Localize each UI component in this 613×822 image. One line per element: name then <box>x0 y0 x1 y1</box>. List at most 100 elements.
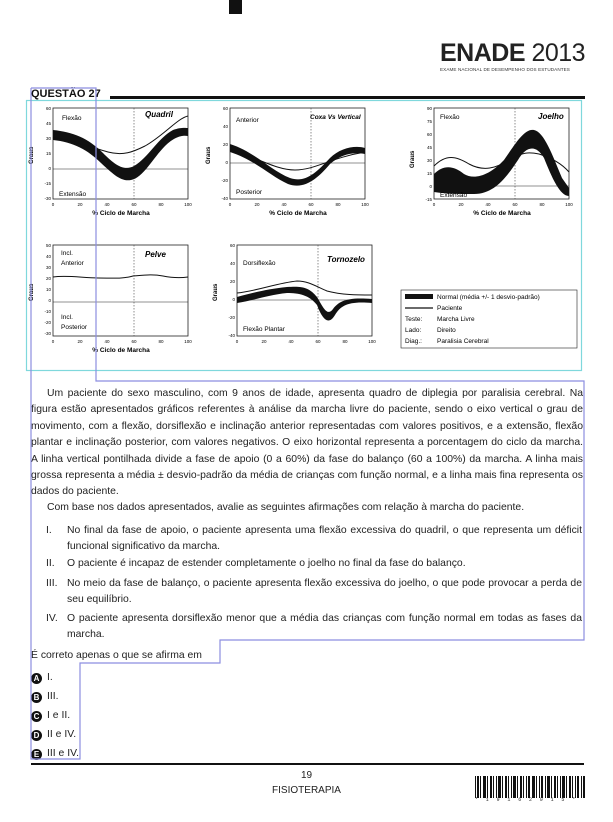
option-d[interactable]: D II e IV. <box>31 727 76 743</box>
svg-text:60: 60 <box>131 202 137 207</box>
page-number: 19 <box>300 770 313 781</box>
svg-text:80: 80 <box>335 202 341 207</box>
svg-text:100: 100 <box>184 339 192 344</box>
svg-text:0: 0 <box>232 297 235 302</box>
svg-text:% Ciclo de Marcha: % Ciclo de Marcha <box>92 347 150 354</box>
svg-text:-20: -20 <box>228 315 235 320</box>
statement-i: I. No final da fase de apoio, o paciente … <box>46 525 582 553</box>
svg-text:Anterior: Anterior <box>236 117 260 124</box>
svg-text:20: 20 <box>261 339 267 344</box>
statement-iv: IV. O paciente apresenta dorsiflexão meno… <box>46 613 582 641</box>
course-name: FISIOTERAPIA <box>272 785 341 796</box>
svg-text:Graus: Graus <box>206 146 212 164</box>
option-bubble: B <box>31 692 42 703</box>
svg-text:Normal (média +/- 1 desvio-pad: Normal (média +/- 1 desvio-padrão) <box>437 294 540 301</box>
option-bubble: A <box>31 673 42 684</box>
svg-text:80: 80 <box>158 202 164 207</box>
svg-text:0: 0 <box>429 184 432 189</box>
gait-analysis-figure: Graus 60 45 30 15 0 -15 -30 Flexão Quadr… <box>29 106 578 354</box>
question-stem: Um paciente do sexo masculino, com 9 ano… <box>31 388 583 498</box>
svg-text:0: 0 <box>433 202 436 207</box>
barcode-icon <box>475 776 585 798</box>
svg-text:Paralisia Cerebral: Paralisia Cerebral <box>437 338 489 345</box>
svg-text:60: 60 <box>131 339 137 344</box>
svg-text:60: 60 <box>308 202 314 207</box>
svg-text:Flexão: Flexão <box>440 114 460 121</box>
svg-text:% Ciclo de Marcha: % Ciclo de Marcha <box>269 210 327 217</box>
svg-text:Flexão: Flexão <box>62 115 82 122</box>
svg-text:Graus: Graus <box>410 150 416 168</box>
svg-text:75: 75 <box>427 119 433 124</box>
registration-mark <box>229 0 242 14</box>
svg-text:60: 60 <box>46 106 52 111</box>
svg-text:Posterior: Posterior <box>236 189 263 196</box>
svg-text:40: 40 <box>223 124 229 129</box>
svg-text:20: 20 <box>230 279 236 284</box>
svg-text:60: 60 <box>230 243 236 248</box>
svg-text:0: 0 <box>52 202 55 207</box>
svg-text:Direito: Direito <box>437 327 456 334</box>
title-rule <box>110 96 585 99</box>
svg-text:20: 20 <box>458 202 464 207</box>
svg-text:Diag.:: Diag.: <box>405 338 422 345</box>
svg-text:Incl.: Incl. <box>61 250 73 257</box>
svg-text:30: 30 <box>427 158 433 163</box>
svg-text:Marcha Livre: Marcha Livre <box>437 316 475 323</box>
svg-text:100: 100 <box>361 202 369 207</box>
legend-normal-swatch <box>405 294 433 299</box>
svg-text:60: 60 <box>427 132 433 137</box>
svg-text:100: 100 <box>565 202 573 207</box>
svg-text:40: 40 <box>485 202 491 207</box>
svg-text:-10: -10 <box>44 309 51 314</box>
option-bubble: C <box>31 711 42 722</box>
svg-text:-15: -15 <box>425 197 432 202</box>
svg-text:40: 40 <box>281 202 287 207</box>
svg-text:-30: -30 <box>44 331 51 336</box>
svg-text:10: 10 <box>46 287 52 292</box>
svg-text:0: 0 <box>229 202 232 207</box>
statement-ii: II. O paciente é incapaz de estender comp… <box>46 558 466 569</box>
svg-text:40: 40 <box>104 202 110 207</box>
option-a[interactable]: A I. <box>31 670 53 686</box>
svg-text:-20: -20 <box>221 178 228 183</box>
panel-knee: Graus 90 75 60 45 30 15 0 -15 Flexão Joe… <box>410 106 573 217</box>
svg-text:Flexão Plantar: Flexão Plantar <box>243 326 286 333</box>
svg-text:Paciente: Paciente <box>437 305 463 312</box>
svg-text:0: 0 <box>48 298 51 303</box>
svg-text:Quadril: Quadril <box>145 110 174 119</box>
svg-text:Joelho: Joelho <box>538 112 564 121</box>
svg-text:45: 45 <box>427 145 433 150</box>
panel-thigh: Graus 60 40 20 0 -20 -40 Anterior Coxa V… <box>206 106 369 217</box>
svg-text:40: 40 <box>104 339 110 344</box>
option-bubble: E <box>31 749 42 760</box>
statement-iii: III. No meio da fase de balanço, o pacien… <box>46 578 582 606</box>
svg-text:50: 50 <box>46 243 52 248</box>
question-title: QUESTÃO 27 <box>31 88 101 100</box>
svg-text:-40: -40 <box>221 196 228 201</box>
option-e[interactable]: E III e IV. <box>31 746 79 762</box>
svg-text:80: 80 <box>158 339 164 344</box>
svg-text:0: 0 <box>52 339 55 344</box>
option-b[interactable]: B III. <box>31 689 59 705</box>
svg-text:100: 100 <box>184 202 192 207</box>
svg-text:-15: -15 <box>44 181 51 186</box>
svg-text:Coxa Vs Vertical: Coxa Vs Vertical <box>310 114 361 121</box>
svg-text:60: 60 <box>315 339 321 344</box>
option-bubble: D <box>31 730 42 741</box>
svg-text:0: 0 <box>236 339 239 344</box>
svg-text:45: 45 <box>46 121 52 126</box>
svg-text:100: 100 <box>368 339 376 344</box>
svg-text:Teste:: Teste: <box>405 316 423 323</box>
svg-text:Graus: Graus <box>213 283 219 301</box>
svg-text:40: 40 <box>230 261 236 266</box>
svg-text:60: 60 <box>512 202 518 207</box>
svg-text:Lado:: Lado: <box>405 327 421 334</box>
svg-text:15: 15 <box>46 151 52 156</box>
svg-text:Graus: Graus <box>29 283 35 301</box>
svg-text:60: 60 <box>223 106 229 111</box>
svg-text:Extensão: Extensão <box>59 191 86 198</box>
svg-text:-40: -40 <box>228 333 235 338</box>
svg-text:-30: -30 <box>44 196 51 201</box>
svg-text:40: 40 <box>288 339 294 344</box>
